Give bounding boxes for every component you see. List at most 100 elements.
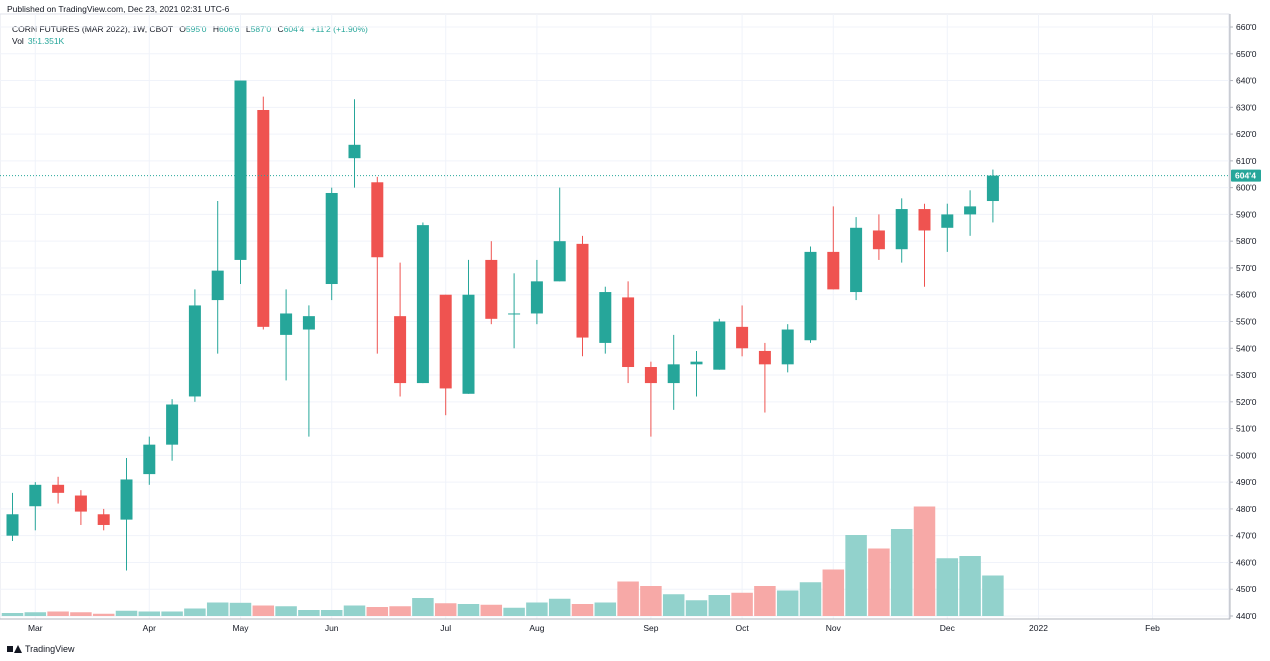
candle-body[interactable] bbox=[986, 175, 999, 202]
volume-bar bbox=[366, 607, 389, 616]
candle-body[interactable] bbox=[416, 225, 429, 384]
candle-body[interactable] bbox=[348, 144, 361, 159]
time-axis: Mar Apr May Jun Jul Aug Sep Oct Nov Dec 2022 Feb bbox=[0, 618, 1230, 633]
x-tick-label: 2022 bbox=[1029, 623, 1048, 633]
x-tick-label: Sep bbox=[643, 623, 658, 633]
candle-body[interactable] bbox=[462, 294, 475, 394]
volume-value: 351.351K bbox=[27, 36, 65, 46]
candle-body[interactable] bbox=[895, 209, 908, 250]
x-tick-label: Mar bbox=[28, 623, 43, 633]
legend-high-value: 606'6 bbox=[218, 24, 240, 34]
x-tick-label: Jun bbox=[325, 623, 339, 633]
last-price-label: 604'4 bbox=[1235, 171, 1256, 181]
candle-body[interactable] bbox=[508, 313, 521, 315]
candle-body[interactable] bbox=[667, 364, 680, 384]
candle-body[interactable] bbox=[211, 270, 224, 301]
y-tick-label: 580'0 bbox=[1236, 236, 1257, 246]
candle-body[interactable] bbox=[918, 209, 931, 231]
legend-low-value: 587'0 bbox=[250, 24, 272, 34]
candle-body[interactable] bbox=[325, 192, 338, 285]
candle-body[interactable] bbox=[6, 514, 19, 536]
volume-bar bbox=[161, 611, 183, 616]
volume-bar bbox=[389, 606, 411, 616]
candle-body[interactable] bbox=[97, 514, 110, 525]
candle-body[interactable] bbox=[804, 251, 817, 341]
volume-bar bbox=[503, 607, 525, 616]
candle-body[interactable] bbox=[302, 316, 315, 330]
volume-bar bbox=[640, 586, 662, 616]
candle-body[interactable] bbox=[622, 297, 635, 368]
plot-frame bbox=[0, 13, 1230, 620]
volume-bar bbox=[936, 558, 959, 616]
legend-symbol: CORN FUTURES (MAR 2022), 1W, CBOT bbox=[12, 24, 173, 34]
volume-bar bbox=[275, 606, 297, 616]
volume-bar bbox=[252, 605, 275, 616]
y-tick-label: 520'0 bbox=[1236, 397, 1257, 407]
tradingview-logo-icon bbox=[7, 645, 22, 653]
candle-body[interactable] bbox=[234, 80, 247, 260]
volume-bar bbox=[206, 602, 229, 616]
candle-body[interactable] bbox=[120, 479, 133, 520]
candle-body[interactable] bbox=[74, 495, 87, 512]
y-tick-label: 530'0 bbox=[1236, 370, 1257, 380]
candle-body[interactable] bbox=[166, 404, 179, 445]
y-tick-label: 500'0 bbox=[1236, 450, 1257, 460]
candle-body[interactable] bbox=[781, 329, 794, 365]
y-tick-label: 450'0 bbox=[1236, 584, 1257, 594]
candle-body[interactable] bbox=[850, 227, 863, 293]
candle-body[interactable] bbox=[52, 484, 65, 493]
candle-body[interactable] bbox=[394, 316, 407, 384]
candle-body[interactable] bbox=[644, 367, 657, 384]
legend-low-label: L bbox=[245, 24, 251, 34]
volume-bar bbox=[959, 556, 981, 616]
volume-legend: Vol 351.351K bbox=[12, 36, 64, 46]
volume-bar bbox=[662, 594, 685, 616]
candle-body[interactable] bbox=[941, 214, 954, 228]
volume-bar bbox=[526, 602, 548, 616]
candle-body[interactable] bbox=[257, 109, 270, 327]
candle-body[interactable] bbox=[576, 243, 589, 338]
candle-body[interactable] bbox=[827, 251, 840, 290]
candle-body[interactable] bbox=[188, 305, 201, 397]
y-tick-label: 650'0 bbox=[1236, 49, 1257, 59]
volume-bar bbox=[320, 610, 343, 616]
candle-body[interactable] bbox=[143, 444, 156, 475]
candle-body[interactable] bbox=[29, 484, 42, 507]
candle-body[interactable] bbox=[599, 292, 612, 343]
x-tick-label: Dec bbox=[940, 623, 956, 633]
y-tick-label: 510'0 bbox=[1236, 424, 1257, 434]
candle-body[interactable] bbox=[280, 313, 293, 335]
x-tick-label: May bbox=[232, 623, 249, 633]
legend-close-value: 604'4 bbox=[283, 24, 305, 34]
last-price-line: 604'4 bbox=[0, 169, 1261, 182]
y-tick-label: 440'0 bbox=[1236, 611, 1257, 621]
x-tick-label: Aug bbox=[529, 623, 544, 633]
candles bbox=[6, 80, 999, 571]
volume-bar bbox=[138, 611, 161, 616]
y-tick-label: 660'0 bbox=[1236, 22, 1257, 32]
candle-body[interactable] bbox=[964, 206, 977, 215]
candle-body[interactable] bbox=[713, 321, 726, 370]
y-tick-label: 560'0 bbox=[1236, 290, 1257, 300]
footer-brand[interactable]: TradingView bbox=[7, 644, 75, 654]
x-tick-label: Nov bbox=[826, 623, 842, 633]
candle-body[interactable] bbox=[690, 361, 703, 365]
candle-body[interactable] bbox=[736, 326, 749, 349]
candle-body[interactable] bbox=[758, 350, 771, 365]
y-tick-label: 610'0 bbox=[1236, 156, 1257, 166]
volume-bar bbox=[343, 605, 366, 616]
volume-bar bbox=[708, 595, 731, 616]
footer-brand-text: TradingView bbox=[25, 644, 75, 654]
volume-bar bbox=[480, 604, 503, 616]
volume-bar bbox=[70, 612, 92, 616]
candle-body[interactable] bbox=[530, 281, 543, 314]
candle-body[interactable] bbox=[872, 230, 885, 250]
candle-body[interactable] bbox=[485, 259, 498, 319]
candle-body[interactable] bbox=[553, 241, 566, 282]
candle-body[interactable] bbox=[371, 182, 384, 258]
volume-bar bbox=[412, 598, 434, 616]
candle-body[interactable] bbox=[439, 294, 452, 389]
legend-close-label: C bbox=[277, 24, 284, 34]
volume-bar bbox=[822, 569, 845, 616]
